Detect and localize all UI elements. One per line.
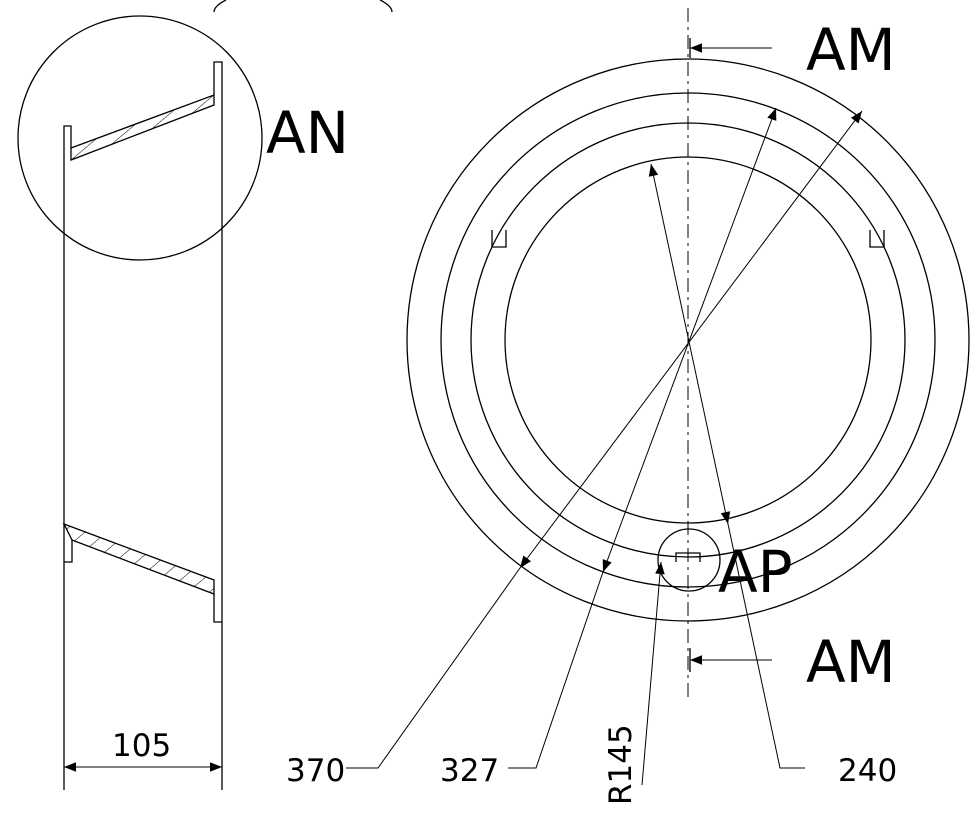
notch-right bbox=[869, 230, 885, 248]
detail-circle-an bbox=[17, 15, 263, 261]
radius-r145-text: R145 bbox=[603, 724, 639, 805]
section-label-bottom: AM bbox=[806, 628, 896, 696]
dimension-leaders bbox=[346, 107, 863, 786]
section-arrow-top bbox=[689, 38, 772, 58]
hatched-wall-top bbox=[70, 94, 215, 161]
section-arrow-bottom bbox=[689, 648, 772, 672]
plan-view bbox=[406, 8, 970, 700]
dimension-240-text: 240 bbox=[838, 753, 897, 789]
hatched-wall-bottom bbox=[62, 522, 215, 595]
detail-label-ap: AP bbox=[718, 538, 793, 606]
notch-left bbox=[491, 230, 507, 248]
detail-label-an: AN bbox=[266, 99, 349, 167]
section-label-top: AM bbox=[806, 16, 896, 84]
detail-circle-ap bbox=[657, 528, 721, 592]
side-section-view bbox=[62, 61, 223, 790]
dimension-105-text: 105 bbox=[112, 728, 171, 764]
title-fragment bbox=[213, 0, 393, 13]
dimension-327-text: 327 bbox=[440, 753, 499, 789]
dimension-370-text: 370 bbox=[286, 753, 345, 789]
